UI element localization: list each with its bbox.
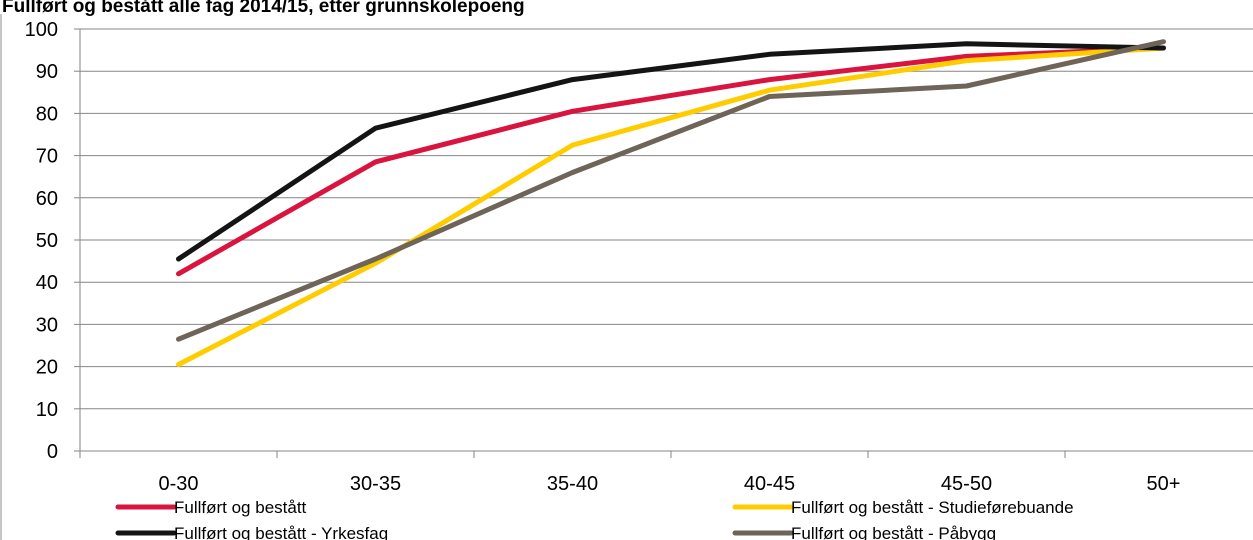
- gridlines: [80, 28, 1253, 452]
- y-tick-label: 90: [36, 61, 58, 83]
- legend-label-4: Fullført og bestått - Påbygg: [791, 524, 996, 540]
- y-tick-label: 50: [36, 230, 58, 252]
- y-tick-label: 20: [36, 357, 58, 379]
- series-line-2: [176, 45, 1166, 367]
- x-tick-label: 0-30: [158, 473, 198, 495]
- y-tick-label: 80: [36, 103, 58, 125]
- y-tick-label: 40: [36, 272, 58, 294]
- y-tick-label: 100: [25, 19, 58, 41]
- legend-label-3: Fullført og bestått - Yrkesfag: [174, 524, 388, 540]
- x-tick-label: 35-40: [547, 473, 598, 495]
- y-axis: 0 10 20 30 40 50 60 70 80 90 100: [25, 19, 81, 463]
- legend: Fullført og bestått Fullført og bestått -…: [115, 498, 1074, 540]
- x-axis: 0-30 30-35 35-40 40-45 45-50 50+: [79, 450, 1253, 495]
- y-tick-label: 30: [36, 314, 58, 336]
- y-tick-label: 60: [36, 188, 58, 210]
- legend-label-1: Fullført og bestått: [174, 498, 307, 517]
- legend-label-2: Fullført og bestått - Studieførebuande: [791, 498, 1074, 517]
- series-line-4: [176, 39, 1166, 342]
- x-tick-label: 45-50: [941, 473, 992, 495]
- x-tick-label: 40-45: [744, 473, 795, 495]
- series-lines: [176, 39, 1166, 367]
- series-line-1: [176, 45, 1166, 277]
- y-tick-label: 0: [47, 441, 58, 463]
- x-tick-label: 50+: [1147, 473, 1181, 495]
- chart-title: Fullført og bestått alle fag 2014/15, et…: [2, 0, 525, 17]
- y-tick-label: 70: [36, 146, 58, 168]
- y-tick-label: 10: [36, 399, 58, 421]
- x-tick-label: 30-35: [350, 473, 401, 495]
- series-line-3: [176, 41, 1166, 262]
